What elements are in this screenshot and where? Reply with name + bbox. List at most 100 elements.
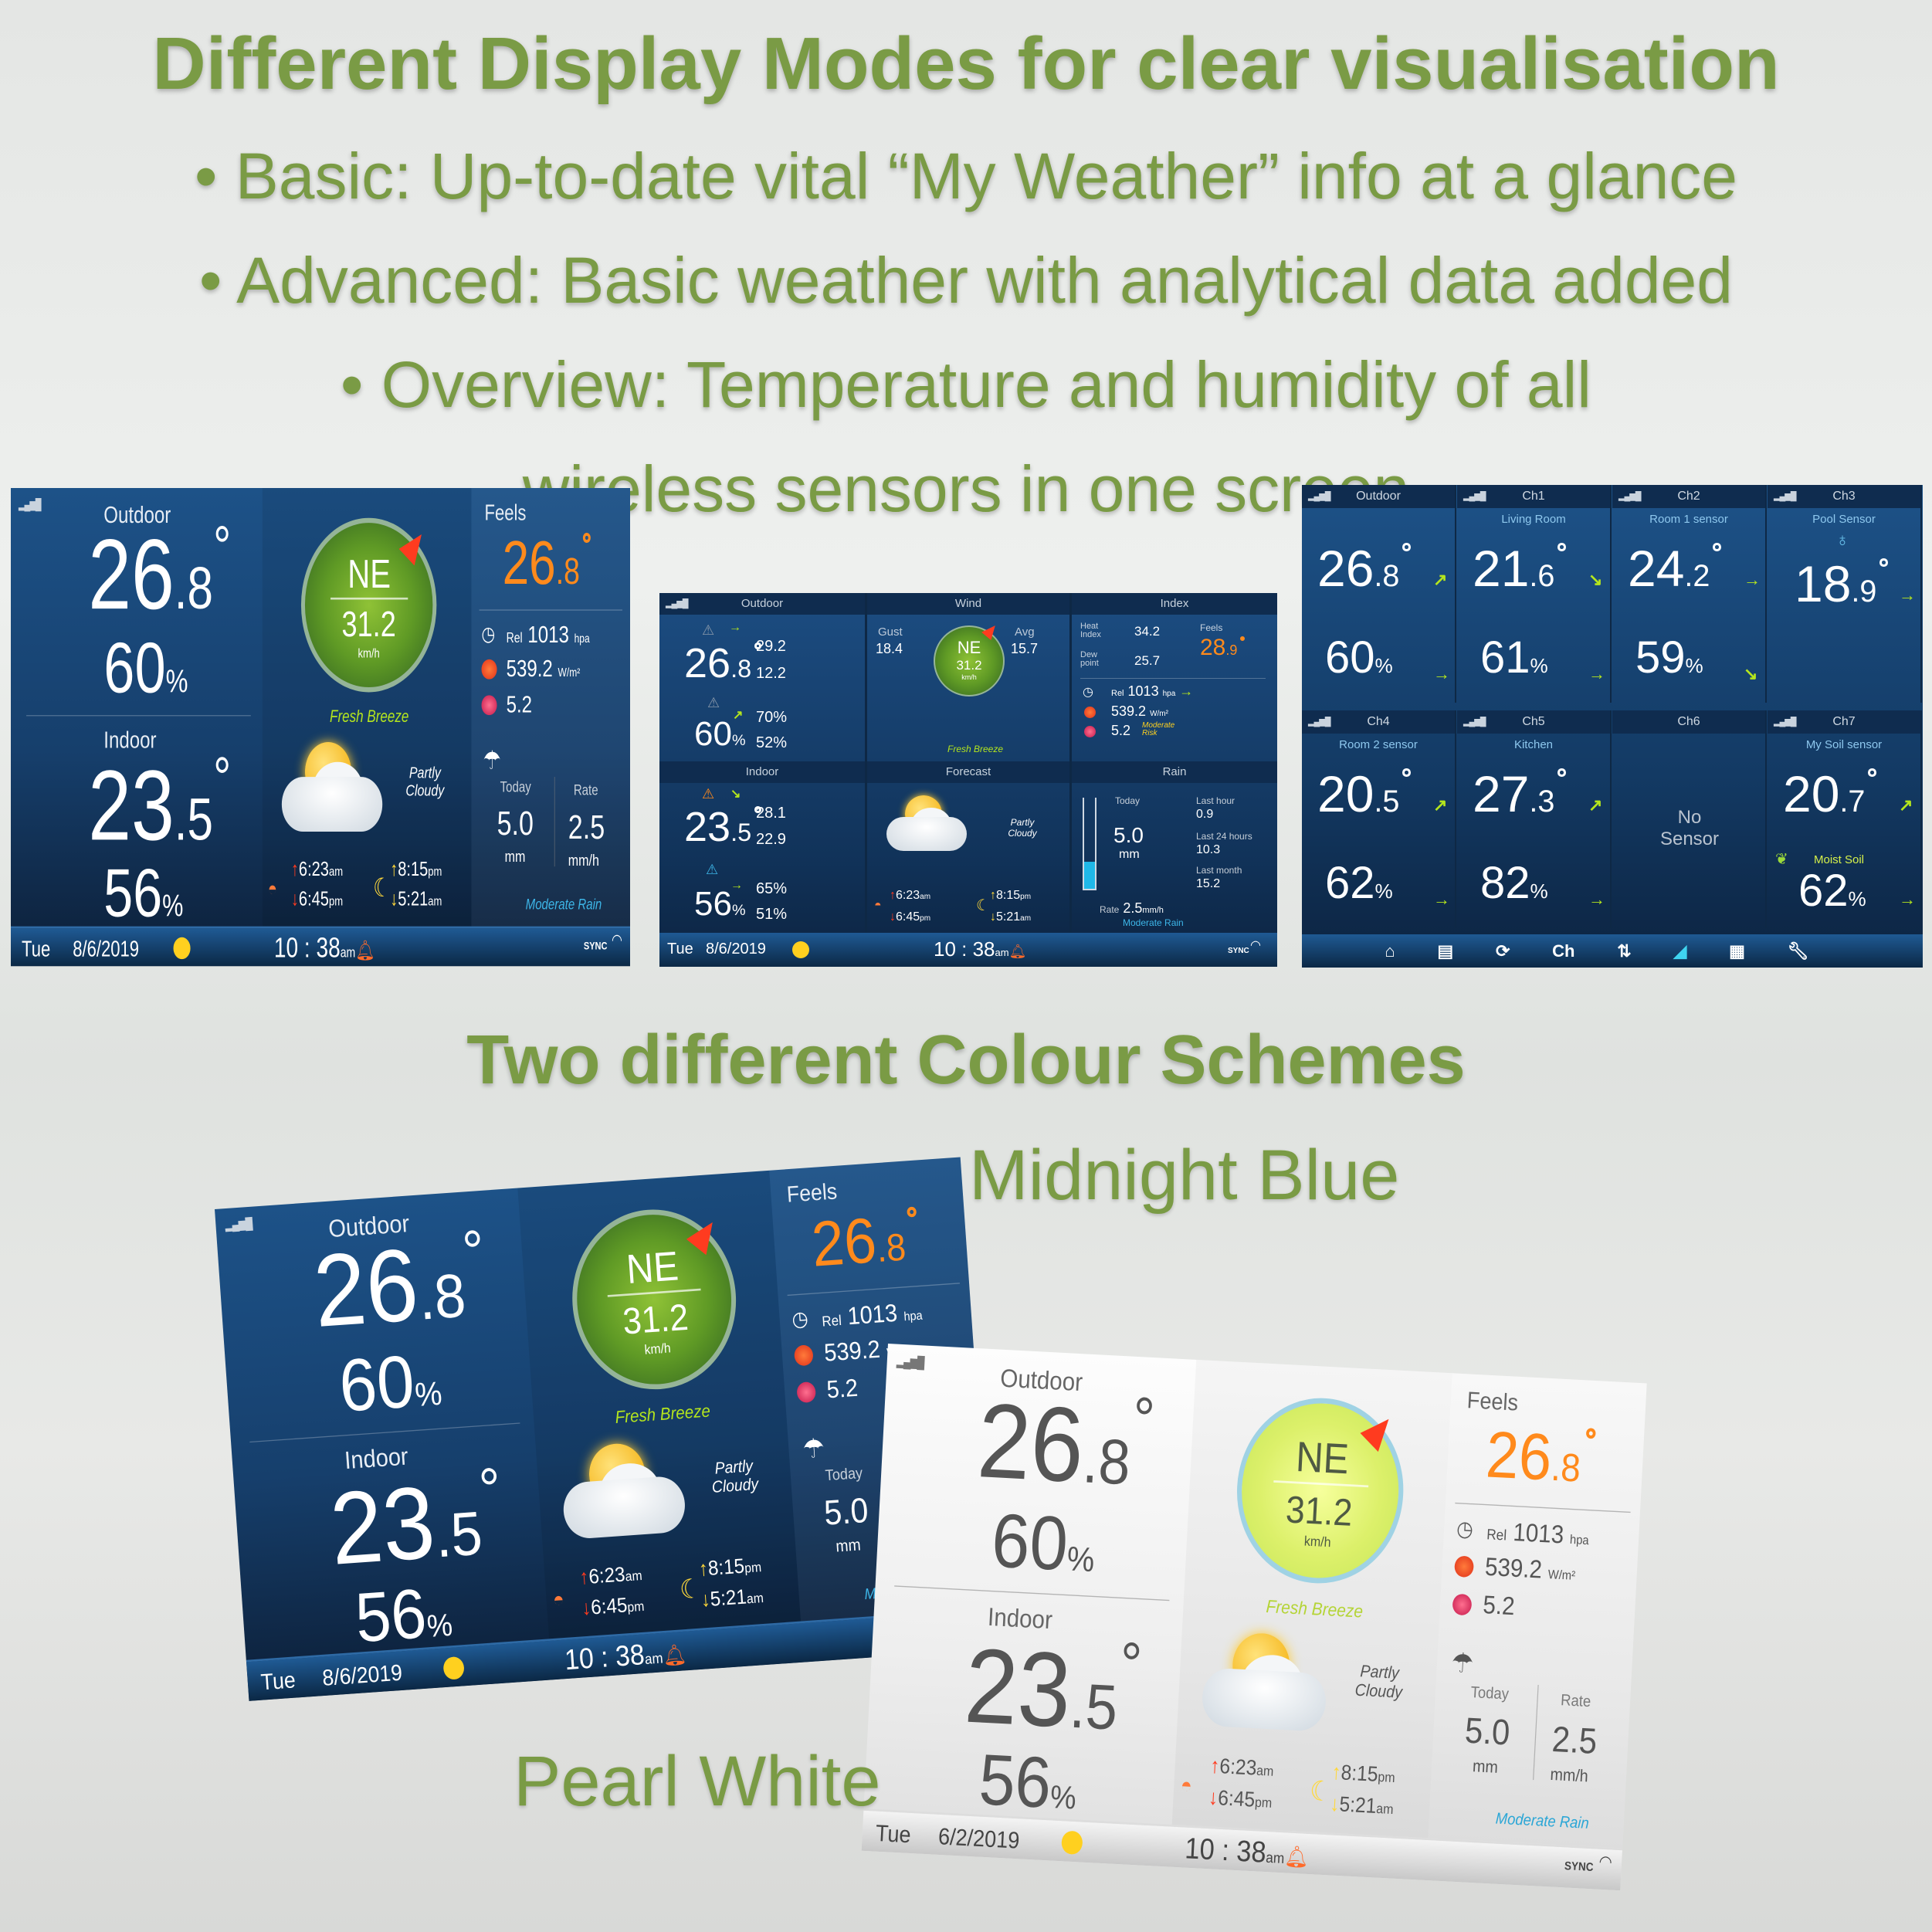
alert-icon: ⚠ xyxy=(702,622,715,638)
basic-mode-screen: ▂▄▆█ Outdoor 26.8 60% Indoor 23.5 56% NE… xyxy=(11,488,631,967)
umbrella-icon: ☂ xyxy=(483,744,501,775)
sensor-humidity: 62% xyxy=(1798,866,1866,916)
forecast-header: Forecast xyxy=(867,761,1069,783)
feels-label: Feels xyxy=(484,500,527,525)
rain-rate-value: 2.5 xyxy=(1551,1719,1598,1762)
sensor-channel-cell[interactable]: Ch6 No Sensor xyxy=(1612,710,1767,928)
calendar-icon[interactable]: ▦ xyxy=(1729,941,1745,961)
moonset-time: ↓5:21am xyxy=(990,910,1032,924)
alarm-bell-icon: 🔔︎ xyxy=(1008,944,1027,959)
sensor-temperature: 20.7 xyxy=(1783,764,1876,823)
sensor-channel-cell[interactable]: ▂▄▆█ Ch2 Room 1 sensor 24.2 → 59% ↘ xyxy=(1612,485,1767,703)
rain-description: Moderate Rain xyxy=(525,896,602,913)
rain-rate-value: 2.5 xyxy=(568,808,605,847)
wifi-icon: ◠ xyxy=(611,932,622,950)
rain-today-unit: mm xyxy=(1119,848,1140,861)
alert-icon: ⚠ xyxy=(707,695,720,710)
pressure-reading: Rel 1013 hpa xyxy=(1486,1518,1590,1550)
sensor-temperature: 21.6 xyxy=(1473,539,1566,598)
basic-mode-screen: ▂▄▆█ Outdoor 26.8 60% Indoor 23.5 56% NE… xyxy=(861,1344,1647,1891)
barometer-icon: ◷ xyxy=(791,1307,809,1332)
signal-icon: ▂▄▆█ xyxy=(1618,492,1641,501)
sunrise-sunset-icon: ◓ xyxy=(1180,1774,1193,1798)
wind-direction: NE xyxy=(1273,1432,1371,1488)
degree-symbol xyxy=(907,1206,917,1218)
degree-symbol xyxy=(582,532,591,543)
wind-description: Fresh Breeze xyxy=(330,707,409,727)
trend-arrow-icon: → xyxy=(1588,664,1605,683)
trend-arrow-icon: → xyxy=(1433,890,1450,909)
rain-today-label: Today xyxy=(824,1464,863,1485)
indoor-temp: 23.5 xyxy=(88,749,229,863)
degree-symbol xyxy=(464,1229,481,1248)
sensor-channel-cell[interactable]: ▂▄▆█ Ch3 Pool Sensor ♁ 18.9 → xyxy=(1768,485,1922,703)
partly-cloudy-icon xyxy=(1196,1630,1334,1737)
signal-icon: ▂▄▆█ xyxy=(666,599,688,608)
rain-today-value: 5.0 xyxy=(1113,823,1144,847)
cycle-icon[interactable]: ⟳ xyxy=(1495,941,1510,961)
uv-index-value: 5.2 xyxy=(825,1374,859,1405)
sensor-temperature: 27.3 xyxy=(1473,764,1566,823)
date: 6/2/2019 xyxy=(937,1822,1021,1854)
sync-indicator[interactable]: SYNC xyxy=(1564,1859,1594,1875)
max-min-icon[interactable]: ⇅ xyxy=(1617,941,1632,961)
rain-rate-label: Rate xyxy=(1560,1691,1591,1711)
sensor-channel-cell[interactable]: ▂▄▆█ Outdoor 26.8 ↗ 60% → xyxy=(1302,485,1456,703)
sensor-temperature: 26.8 xyxy=(1317,539,1411,598)
outdoor-temp-max: 29.2 xyxy=(756,638,786,655)
degree-symbol xyxy=(1240,636,1246,642)
feels-like-temp: 26.8 xyxy=(1484,1418,1596,1498)
date: 8/6/2019 xyxy=(73,936,140,961)
moonset-time: ↓5:21am xyxy=(700,1585,764,1612)
channel-button[interactable]: Ch xyxy=(1552,941,1575,961)
feels-like-temp: 26.8 xyxy=(503,528,591,599)
last-month-label: Last month xyxy=(1196,865,1242,876)
headline-title: Different Display Modes for clear visual… xyxy=(152,22,1780,105)
rain-description: Moderate Rain xyxy=(1123,917,1184,928)
sensor-temperature: 18.9 xyxy=(1795,554,1888,613)
partly-cloudy-icon xyxy=(883,795,970,854)
trend-arrow-icon: ↗ xyxy=(1433,795,1448,815)
sensor-channel-cell[interactable]: ▂▄▆█ Ch1 Living Room 21.6 ↘ 61% → xyxy=(1457,485,1612,703)
status-bar: Tue 8/6/2019 10 : 38am🔔︎ SYNC ◠ xyxy=(659,933,1277,967)
weekday: Tue xyxy=(259,1666,297,1696)
history-icon[interactable]: ▤ xyxy=(1437,941,1454,961)
wind-direction: NE xyxy=(957,638,981,657)
sensor-channel-cell[interactable]: ▂▄▆█ Ch7 My Soil sensor 20.7 ↗ 62% → ❦ Moist Soi… xyxy=(1768,710,1922,928)
outdoor-temp-min: 12.2 xyxy=(756,665,786,682)
barometer-icon: ◷ xyxy=(1083,686,1093,699)
uv-index-value: 5.2 xyxy=(506,691,533,718)
trend-arrow-icon: → xyxy=(1899,585,1916,605)
moonrise-time: ↑8:15pm xyxy=(697,1555,762,1581)
degree-symbol xyxy=(1136,1397,1153,1415)
home-icon[interactable]: ⌂ xyxy=(1385,941,1395,961)
signal-icon: ▂▄▆█ xyxy=(19,499,42,511)
sensor-channel-cell[interactable]: ▂▄▆█ Ch5 Kitchen 27.3 ↗ 82% → xyxy=(1457,710,1612,928)
degree-symbol xyxy=(481,1467,498,1486)
outdoor-humidity: 60% xyxy=(103,628,188,709)
trend-arrow-icon: ↘ xyxy=(730,788,741,801)
sync-indicator[interactable]: SYNC xyxy=(1228,947,1249,955)
outdoor-temp: 26.8 xyxy=(88,518,229,632)
graph-icon[interactable]: ◢ xyxy=(1673,941,1687,961)
clock-time: 10 : 38am🔔︎ xyxy=(563,1638,688,1676)
sensor-channel-cell[interactable]: ▂▄▆█ Ch4 Room 2 sensor 20.5 ↗ 62% → xyxy=(1302,710,1456,928)
degree-symbol xyxy=(754,806,761,813)
dew-point-label: Dew point xyxy=(1080,650,1099,668)
degree-symbol xyxy=(1585,1428,1596,1439)
rain-rate-unit: mm/h xyxy=(568,852,599,870)
wind-compass: NE 31.2 km/h xyxy=(934,621,1005,697)
trend-arrow-icon: → xyxy=(1744,570,1761,589)
sunrise-sunset-icon: ◓ xyxy=(267,878,277,901)
wifi-icon: ◠ xyxy=(1250,939,1261,952)
plant-icon: ❦ xyxy=(1775,851,1788,868)
rain-rate-unit: mm/h xyxy=(1549,1766,1589,1786)
sync-indicator[interactable]: SYNC xyxy=(583,940,608,953)
moonrise-time: ↑8:15pm xyxy=(1330,1761,1396,1787)
no-sensor-text: No Sensor xyxy=(1659,807,1720,849)
feels-like-temp: 28.9 xyxy=(1200,635,1246,661)
settings-wrench-icon[interactable]: 🔧︎ xyxy=(1787,941,1809,961)
wind-description: Fresh Breeze xyxy=(947,744,1004,754)
signal-icon: ▂▄▆█ xyxy=(1308,717,1330,727)
sensor-humidity: 59% xyxy=(1635,632,1703,683)
